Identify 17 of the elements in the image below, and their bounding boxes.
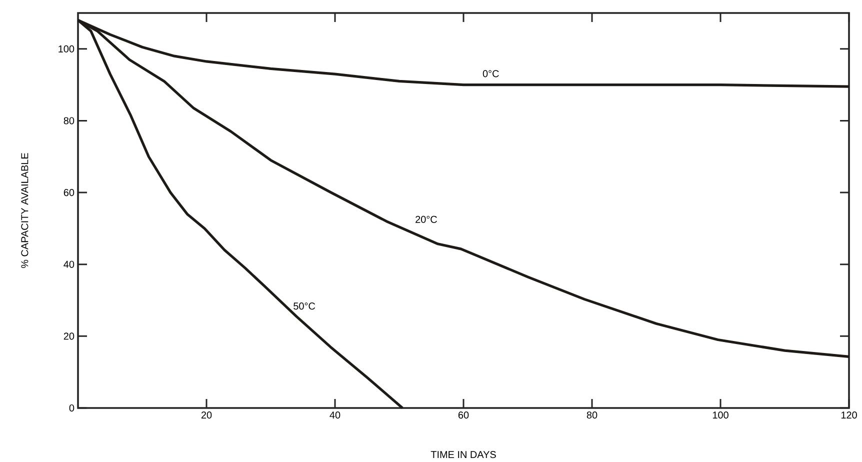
y-axis-title: % CAPACITY AVAILABLE: [21, 153, 28, 268]
y-tick-label: 60: [64, 189, 74, 196]
x-tick-label: 20: [201, 412, 212, 419]
y-tick-label: 0: [69, 404, 74, 412]
x-tick-label: 80: [586, 412, 598, 419]
x-tick-label: 120: [841, 412, 857, 419]
x-axis-title: TIME IN DAYS: [430, 451, 496, 458]
y-tick-label: 80: [64, 117, 74, 124]
y-tick-label: 40: [64, 260, 74, 268]
y-tick-label: 20: [64, 332, 74, 340]
series-label: 0°C: [482, 70, 499, 78]
y-tick-label: 100: [58, 45, 74, 52]
x-tick-label: 40: [330, 412, 340, 419]
series-label: 20°C: [416, 216, 437, 223]
series-label: 50°C: [294, 302, 316, 310]
x-tick-label: 60: [458, 412, 469, 419]
x-tick-label: 100: [712, 412, 728, 419]
